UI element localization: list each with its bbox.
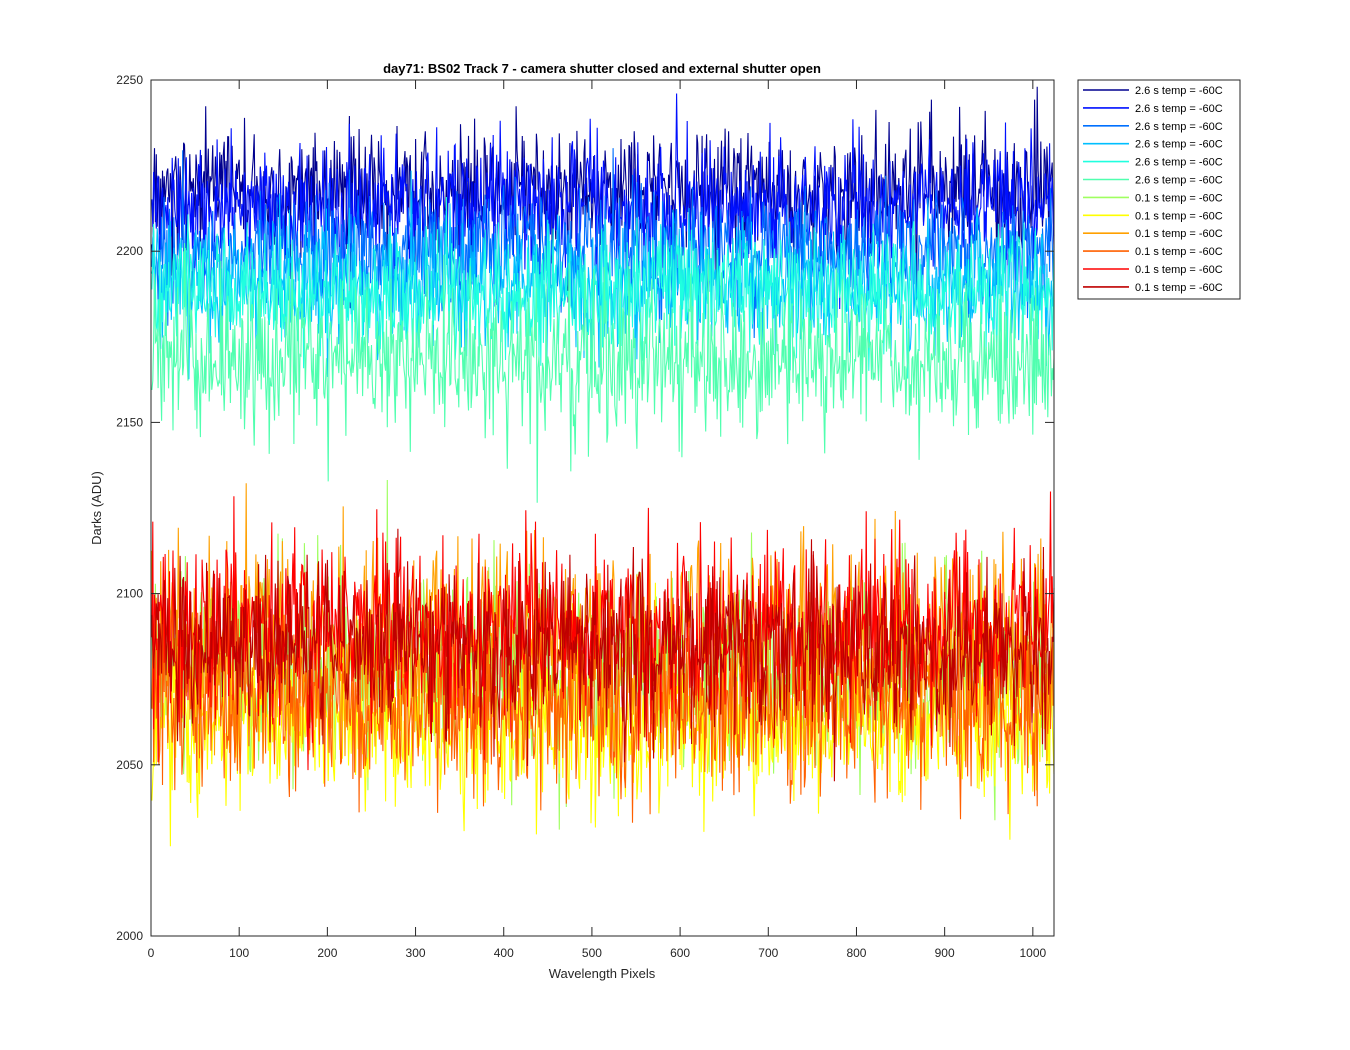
legend-entry: 0.1 s temp = -60C xyxy=(1135,192,1223,204)
legend-box xyxy=(1077,79,1241,300)
axes-box xyxy=(150,79,1055,937)
x-tick-label: 0 xyxy=(148,946,155,960)
y-axis-title: Darks (ADU) xyxy=(89,471,104,545)
legend-entry: 2.6 s temp = -60C xyxy=(1135,139,1223,151)
series-line-6 xyxy=(151,243,1055,503)
chart-title: day71: BS02 Track 7 - camera shutter clo… xyxy=(383,61,821,76)
y-tick-label: 2200 xyxy=(116,244,143,258)
legend-entry: 2.6 s temp = -60C xyxy=(1135,85,1223,97)
y-tick-label: 2050 xyxy=(116,758,143,772)
legend-entry: 2.6 s temp = -60C xyxy=(1135,157,1223,169)
y-tick-label: 2150 xyxy=(116,415,143,429)
x-tick-label: 200 xyxy=(317,946,337,960)
series-line-10 xyxy=(151,576,1055,823)
legend-entry: 0.1 s temp = -60C xyxy=(1135,264,1223,276)
series-line-5 xyxy=(151,196,1055,379)
x-tick-label: 900 xyxy=(935,946,955,960)
x-tick-label: 700 xyxy=(758,946,778,960)
x-tick-label: 300 xyxy=(406,946,426,960)
y-tick-label: 2250 xyxy=(116,73,143,87)
legend-entry: 0.1 s temp = -60C xyxy=(1135,228,1223,240)
x-tick-label: 800 xyxy=(846,946,866,960)
x-axis-title: Wavelength Pixels xyxy=(549,966,656,981)
series-line-12 xyxy=(151,528,1055,782)
legend-entry: 2.6 s temp = -60C xyxy=(1135,175,1223,187)
legend-entry: 2.6 s temp = -60C xyxy=(1135,121,1223,133)
legend-entry: 0.1 s temp = -60C xyxy=(1135,282,1223,294)
series-line-2 xyxy=(151,93,1055,310)
y-tick-label: 2100 xyxy=(116,587,143,601)
legend-entry: 2.6 s temp = -60C xyxy=(1135,103,1223,115)
legend-entry: 0.1 s temp = -60C xyxy=(1135,246,1223,258)
x-tick-label: 1000 xyxy=(1019,946,1046,960)
x-tick-label: 600 xyxy=(670,946,690,960)
x-tick-label: 400 xyxy=(494,946,514,960)
x-axis: 0 100 200 300 400 500 600 700 800 900 1000 xyxy=(148,80,1047,960)
legend-entry: 0.1 s temp = -60C xyxy=(1135,210,1223,222)
y-axis: 2000 2050 2100 2150 2200 2250 xyxy=(116,73,1054,943)
legend: 2.6 s temp = -60C 2.6 s temp = -60C 2.6 s … xyxy=(1077,79,1241,300)
x-tick-label: 500 xyxy=(582,946,602,960)
plot-lines xyxy=(151,86,1055,847)
y-tick-label: 2000 xyxy=(116,929,143,943)
x-tick-label: 100 xyxy=(229,946,249,960)
